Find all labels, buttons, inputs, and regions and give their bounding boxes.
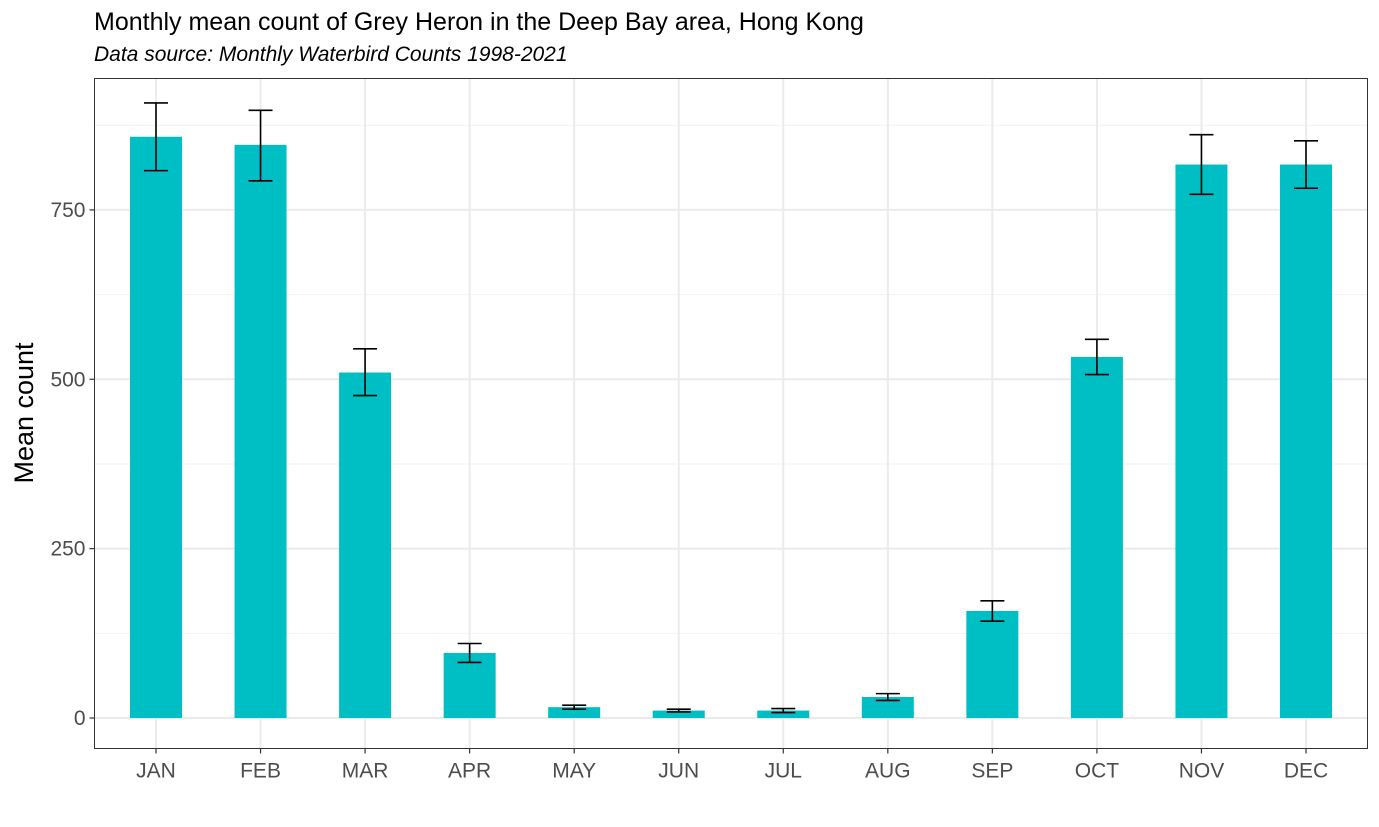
error-bar-jan <box>144 102 168 172</box>
error-bar-may <box>562 704 587 711</box>
x-tick-label: JAN <box>136 760 176 783</box>
bar-nov <box>1175 164 1228 719</box>
error-bar-oct <box>1084 338 1109 376</box>
error-bar-mar <box>353 348 378 397</box>
x-tick-label: SEP <box>971 760 1013 783</box>
x-tick-label: NOV <box>1179 760 1225 783</box>
x-tick-label: APR <box>448 760 491 783</box>
bar-oct <box>1070 356 1123 719</box>
plot-panel-border <box>94 78 1368 749</box>
bar-jul <box>757 710 810 719</box>
error-bar-feb <box>248 109 273 182</box>
bar-apr <box>443 652 496 719</box>
y-tick-label: 0 <box>74 707 86 730</box>
chart-subtitle: Data source: Monthly Waterbird Counts 19… <box>94 43 568 66</box>
error-bar-jun <box>666 708 691 713</box>
error-bar-nov <box>1189 133 1214 196</box>
y-tick-label: 750 <box>50 199 85 222</box>
x-tick-label: JUL <box>765 760 802 783</box>
bar-sep <box>966 610 1019 719</box>
bar-dec <box>1280 164 1332 719</box>
y-tick-label: 500 <box>50 368 85 391</box>
bar-mar <box>339 372 392 719</box>
bar-jun <box>652 710 705 719</box>
x-tick-label: MAY <box>552 760 596 783</box>
x-tick-label: DEC <box>1284 760 1328 783</box>
bar-may <box>548 707 601 719</box>
x-tick-label: JUN <box>658 760 699 783</box>
bar-feb <box>234 144 287 719</box>
error-bar-jul <box>771 707 796 714</box>
chart-title: Monthly mean count of Grey Heron in the … <box>94 8 864 36</box>
error-bar-dec <box>1294 140 1318 190</box>
y-tick-label: 250 <box>50 538 85 561</box>
error-bar-aug <box>875 692 900 702</box>
x-tick-label: MAR <box>342 760 389 783</box>
bars <box>130 136 1332 719</box>
error-bars <box>144 102 1318 714</box>
error-bar-sep <box>980 600 1005 622</box>
error-bar-apr <box>457 642 482 664</box>
x-tick-label: AUG <box>865 760 911 783</box>
bar-jan <box>130 136 182 719</box>
axes: 0 250 500 750 JAN FEB MAR APR MAY JUN JUL AUG SEP OCT… <box>50 199 1328 783</box>
x-tick-label: FEB <box>240 760 281 783</box>
x-tick-label: OCT <box>1075 760 1120 783</box>
y-axis-title: Mean count <box>9 342 39 484</box>
bar-aug <box>861 697 914 719</box>
